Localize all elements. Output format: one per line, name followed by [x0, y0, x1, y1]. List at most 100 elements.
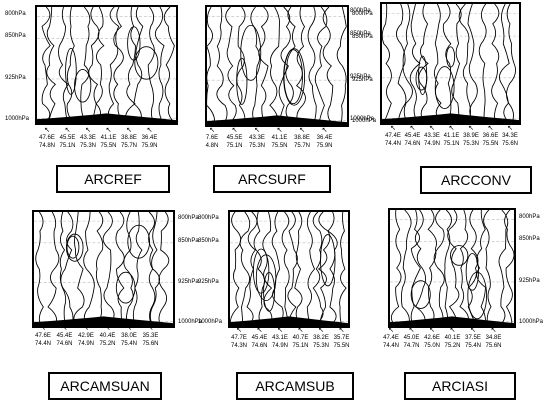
coordinate-label: ↖ 40.4E 75.2N	[95, 325, 121, 348]
contour-loop	[240, 24, 262, 81]
arrow-icon: ↖	[64, 127, 71, 134]
pressure-level-label: 925hPa	[352, 76, 373, 83]
contour-line	[312, 212, 324, 326]
coordinate-label: ↖ 43.3E 74.9N	[419, 125, 445, 148]
coordinate-label: ↖ 41.1E 75.5N	[267, 127, 293, 150]
contour-line	[459, 210, 469, 326]
coordinate-label: ↖ 38.2E 75.3N	[308, 327, 334, 350]
latitude-label: 74.9N	[423, 141, 440, 147]
contour-line	[458, 4, 471, 123]
contour-line	[427, 210, 437, 326]
latitude-label: 75.5N	[100, 143, 117, 149]
coordinate-label: ↖ 38.9E 75.3N	[458, 125, 484, 148]
arrow-icon: ↖	[470, 327, 476, 334]
arrow-icon: ↖	[209, 127, 215, 134]
contour-loop	[127, 26, 141, 61]
longitude-label: 43.3E	[80, 135, 96, 141]
contour-line	[314, 7, 328, 125]
panel-title: ARCREF	[56, 165, 170, 193]
latitude-label: 75.2N	[99, 341, 116, 347]
latitude-label: 74.8N	[38, 143, 55, 149]
contour-line	[58, 7, 69, 123]
pressure-level-label: 1000hPa	[178, 319, 203, 326]
latitude-label: 75.5N	[482, 141, 499, 147]
contour-line	[225, 7, 237, 125]
latitude-label: 74.6N	[56, 341, 73, 347]
coordinate-label: ↖ 45.4E 74.6N	[247, 327, 273, 350]
latitude-label: 74.4N	[382, 343, 399, 349]
pressure-level-label: 925hPa	[198, 279, 219, 286]
coordinate-label: ↖ 45.0E 74.7N	[399, 327, 425, 350]
pressure-level-label: 850hPa	[178, 237, 199, 244]
contour-line	[149, 212, 160, 326]
longitude-label: 43.3E	[249, 135, 265, 141]
contour-line	[433, 4, 442, 123]
contour-line	[258, 7, 269, 125]
contour-loop	[450, 245, 469, 266]
contour-line	[499, 4, 511, 123]
latitude-label: 75.1N	[226, 143, 243, 149]
coordinate-label: ↖ 37.5E 75.4N	[460, 327, 486, 350]
longitude-label: 36.4E	[316, 135, 333, 141]
arrow-icon: ↖	[388, 327, 394, 334]
latitude-label: 75.9N	[141, 143, 158, 149]
longitude-label: 47.4E	[383, 335, 399, 341]
latitude-label: 74.4N	[34, 341, 51, 347]
longitude-label: 45.4E	[404, 133, 421, 139]
contour-line	[80, 7, 91, 123]
latitude-label: 75.7N	[293, 143, 310, 149]
coordinate-label: ↖ 42.6E 75.0N	[419, 327, 445, 350]
pressure-level-label: 1000hPa	[350, 116, 375, 123]
contour-loop	[418, 55, 428, 95]
pressure-level-label: 800hPa	[5, 10, 26, 17]
coordinate-label: ↖ 47.6E 74.4N	[30, 325, 56, 348]
pressure-level-label: 800hPa	[178, 215, 199, 222]
contour-line	[410, 210, 421, 326]
arrow-icon: ↖	[449, 327, 456, 334]
pressure-level-label: 800hPa	[519, 213, 540, 220]
contour-line	[307, 7, 317, 125]
contour-line	[339, 212, 347, 326]
contour-line	[322, 7, 334, 125]
arrow-icon: ↖	[487, 125, 494, 132]
latitude-label: 75.6N	[485, 343, 502, 349]
longitude-label: 45.0E	[403, 335, 420, 341]
longitude-label: 47.4E	[385, 133, 401, 139]
longitude-label: 7.6E	[205, 135, 219, 141]
contour-field	[390, 210, 514, 326]
coordinate-label: ↖ 36.4E 75.9N	[312, 127, 338, 150]
pressure-level-label: 1000hPa	[5, 116, 30, 123]
latitude-label: 75.5N	[333, 343, 350, 349]
contour-line	[115, 212, 125, 326]
latitude-label: 75.4N	[464, 343, 481, 349]
latitude-label: 75.2N	[444, 343, 461, 349]
arrow-icon: ↖	[490, 327, 497, 334]
cross-section-plot	[35, 5, 178, 125]
latitude-label: 75.4N	[120, 341, 137, 347]
pressure-level-label: 850hPa	[519, 236, 540, 243]
coordinate-label: ↖ 43.3E 75.3N	[244, 127, 270, 150]
longitude-label: 38.8E	[294, 135, 310, 141]
contour-line	[60, 212, 74, 326]
coordinate-label: ↖ 43.1E 74.9N	[267, 327, 293, 350]
contour-field	[230, 212, 348, 326]
arrow-icon: ↖	[408, 327, 415, 334]
contour-line	[236, 7, 246, 125]
latitude-label: 75.3N	[312, 343, 329, 349]
longitude-label: 35.3E	[142, 333, 159, 339]
contour-line	[230, 212, 242, 326]
contour-line	[317, 212, 331, 326]
latitude-label: 75.6N	[142, 341, 159, 347]
longitude-label: 34.3E	[502, 133, 518, 139]
pressure-level-label: 1000hPa	[519, 319, 544, 326]
longitude-label: 42.6E	[424, 335, 440, 341]
longitude-label: 38.8E	[121, 135, 137, 141]
contour-line	[287, 212, 298, 326]
pressure-level-label: 850hPa	[5, 33, 26, 40]
arrow-icon: ↖	[61, 325, 68, 332]
longitude-label: 47.6E	[35, 333, 51, 339]
terrain-profile	[34, 316, 173, 326]
contour-line	[95, 212, 104, 326]
contour-line	[478, 4, 487, 123]
coordinate-label: ↖ 45.5E 75.1N	[55, 127, 81, 150]
